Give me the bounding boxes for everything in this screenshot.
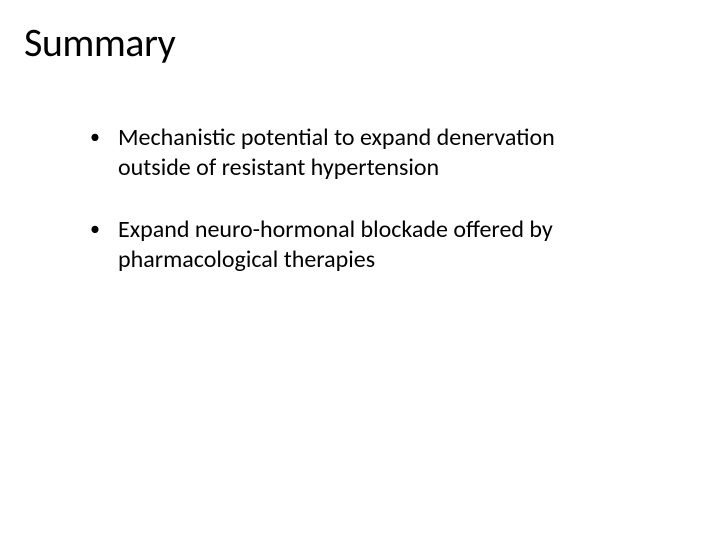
slide-title: Summary: [24, 18, 696, 67]
bullet-text: Expand neuro-hormonal blockade offered b…: [118, 215, 606, 275]
bullet-item: • Mechanistic potential to expand denerv…: [90, 123, 606, 183]
bullet-marker-icon: •: [90, 123, 118, 150]
bullet-item: • Expand neuro-hormonal blockade offered…: [90, 215, 606, 275]
bullet-list: • Mechanistic potential to expand denerv…: [24, 123, 696, 275]
bullet-text: Mechanistic potential to expand denervat…: [118, 123, 606, 183]
slide-container: Summary • Mechanistic potential to expan…: [0, 0, 720, 540]
bullet-marker-icon: •: [90, 215, 118, 242]
